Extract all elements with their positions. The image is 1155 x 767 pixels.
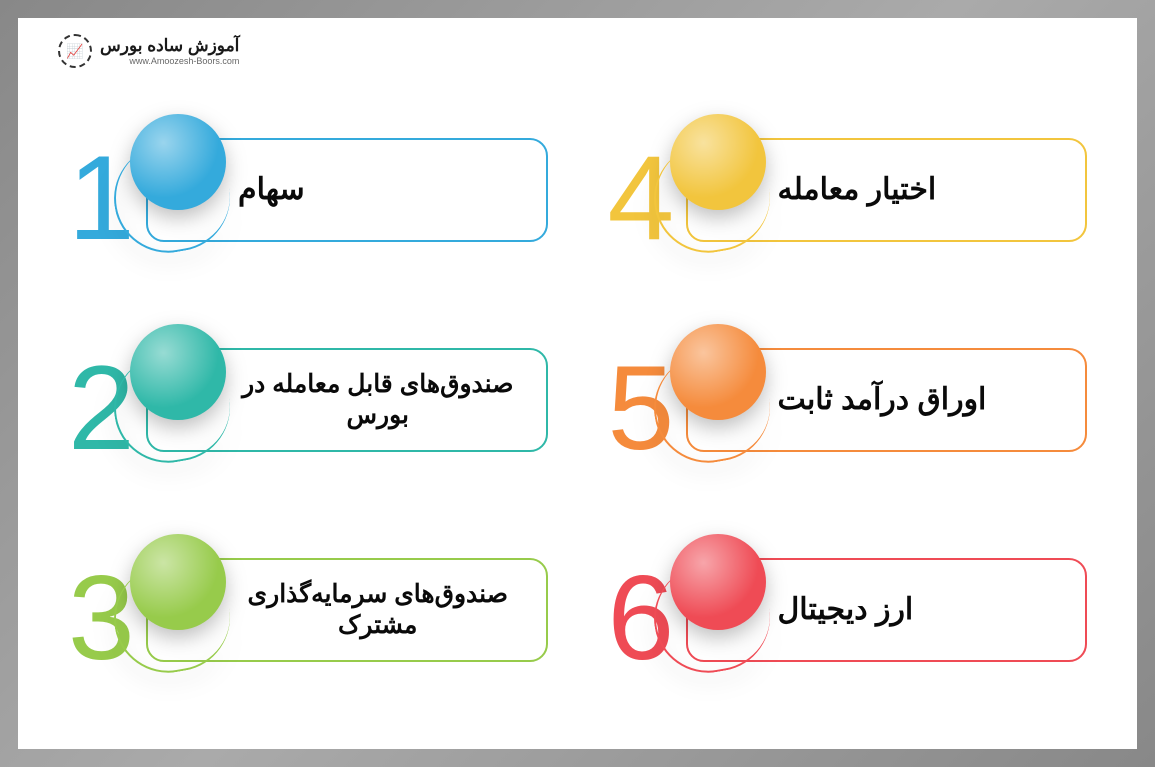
- item-label: صندوق‌های قابل معامله در بورس: [238, 369, 518, 432]
- list-item: 4 اختیار معامله: [608, 118, 1088, 278]
- list-item: 5 اوراق درآمد ثابت: [608, 328, 1088, 488]
- item-bullet: [130, 534, 234, 654]
- items-grid: 1 سهام 4 اختیار معامله 2 صندوق‌های قابل …: [68, 118, 1087, 728]
- item-bullet: [670, 114, 774, 234]
- circle-icon: [670, 114, 766, 210]
- list-item: 6 ارز دیجیتال: [608, 538, 1088, 698]
- circle-icon: [130, 534, 226, 630]
- item-label: اختیار معامله: [778, 171, 937, 209]
- item-label: صندوق‌های سرمایه‌گذاری مشترک: [238, 579, 518, 642]
- list-item: 3 صندوق‌های سرمایه‌گذاری مشترک: [68, 538, 548, 698]
- list-item: 2 صندوق‌های قابل معامله در بورس: [68, 328, 548, 488]
- item-label: اوراق درآمد ثابت: [778, 381, 987, 419]
- logo-title: آموزش ساده بورس: [100, 36, 239, 56]
- circle-icon: [130, 324, 226, 420]
- item-bullet: [670, 534, 774, 654]
- logo-text: آموزش ساده بورس www.Amoozesh-Boors.com: [100, 36, 239, 66]
- brand-logo: 📈 آموزش ساده بورس www.Amoozesh-Boors.com: [58, 34, 239, 68]
- circle-icon: [670, 324, 766, 420]
- globe-chart-icon: 📈: [58, 34, 92, 68]
- circle-icon: [670, 534, 766, 630]
- infographic-canvas: 📈 آموزش ساده بورس www.Amoozesh-Boors.com…: [18, 18, 1137, 749]
- circle-icon: [130, 114, 226, 210]
- logo-subtitle: www.Amoozesh-Boors.com: [100, 56, 239, 66]
- item-label: ارز دیجیتال: [778, 591, 914, 629]
- item-bullet: [130, 114, 234, 234]
- item-bullet: [130, 324, 234, 444]
- item-bullet: [670, 324, 774, 444]
- item-label: سهام: [238, 171, 305, 209]
- list-item: 1 سهام: [68, 118, 548, 278]
